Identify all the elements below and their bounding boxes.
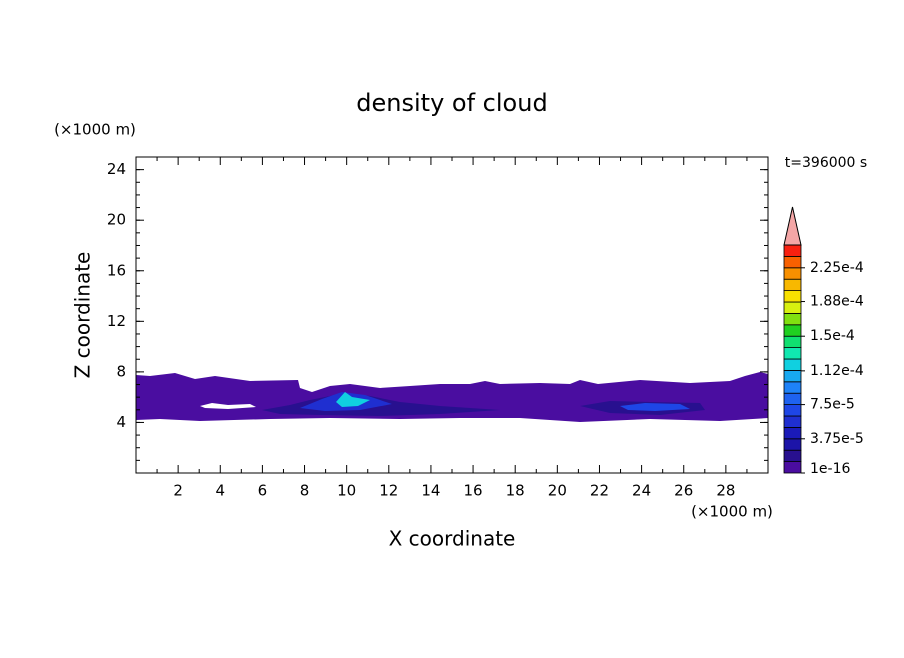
contour-region (336, 392, 370, 407)
colorbar-box (783, 267, 802, 280)
colorbar-box (783, 449, 802, 463)
colorbar-box (783, 426, 802, 440)
colorbar-box (783, 278, 802, 292)
colorbar-box (783, 312, 802, 326)
chart-title: density of cloud (356, 89, 547, 117)
time-label: t=396000 s (785, 155, 867, 171)
x-tick-label: 14 (421, 482, 440, 500)
colorbar-box (783, 290, 802, 303)
x-tick-label: 10 (337, 482, 356, 500)
contour-region (136, 372, 768, 422)
colorbar-tick-label: 1.12e-4 (810, 363, 864, 379)
colorbar-tick-label: 3.75e-5 (810, 431, 864, 447)
colorbar-box (783, 255, 802, 269)
colorbar-tick-label: 7.5e-5 (810, 397, 855, 413)
contour-region (620, 403, 690, 411)
x-tick-label: 4 (215, 482, 225, 500)
x-tick-label: 22 (590, 482, 609, 500)
y-tick-label: 20 (107, 211, 126, 229)
contour-field (136, 372, 768, 422)
colorbar-box (783, 381, 802, 394)
colorbar-tick-label: 1e-16 (810, 461, 850, 477)
colorbar-box (783, 347, 802, 360)
x-axis-label: X coordinate (389, 527, 516, 551)
colorbar-tick-label: 1.88e-4 (810, 294, 864, 310)
colorbar-box (783, 415, 802, 428)
colorbar-box (783, 404, 802, 417)
plot-frame (135, 156, 769, 474)
colorbar-box (783, 438, 802, 451)
colorbar-tick-label: 1.5e-4 (810, 328, 855, 344)
x-tick-label: 26 (674, 482, 693, 500)
colorbar-box (783, 301, 802, 314)
x-tick-label: 16 (464, 482, 483, 500)
y-tick-label: 12 (107, 312, 126, 330)
x-tick-label: 8 (300, 482, 310, 500)
colorbar-box (783, 335, 802, 349)
x-tick-label: 24 (632, 482, 651, 500)
colorbar-tick-label: 2.25e-4 (810, 260, 864, 276)
y-unit: (×1000 m) (54, 121, 136, 139)
colorbar-box (783, 244, 802, 257)
y-tick-label: 8 (116, 362, 126, 380)
x-tick-label: 2 (173, 482, 183, 500)
x-tick-label: 12 (379, 482, 398, 500)
colorbar-extension (783, 206, 802, 246)
colorbar-box (783, 392, 802, 406)
x-tick-label: 28 (716, 482, 735, 500)
y-tick-label: 24 (107, 160, 126, 178)
y-tick-label: 4 (116, 413, 126, 431)
x-unit: (×1000 m) (691, 503, 773, 521)
x-tick-label: 18 (506, 482, 525, 500)
colorbar-box (783, 369, 802, 383)
y-tick-label: 16 (107, 261, 126, 279)
y-axis-label: Z coordinate (71, 252, 95, 379)
colorbar-box (783, 324, 802, 337)
contour-hole (200, 403, 256, 409)
colorbar-box (783, 461, 802, 474)
colorbar-box (783, 358, 802, 371)
x-tick-label: 20 (548, 482, 567, 500)
x-tick-label: 6 (258, 482, 268, 500)
